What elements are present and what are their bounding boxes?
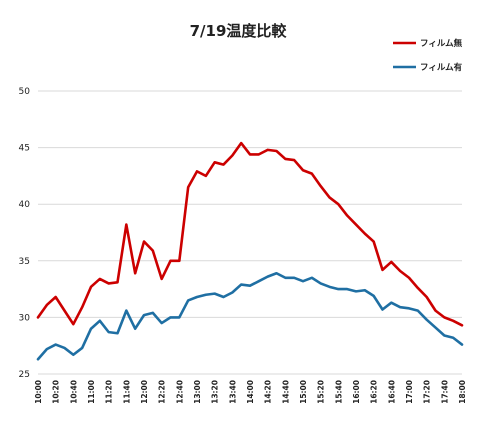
x-tick-label: 17:40	[440, 380, 449, 404]
x-tick-label: 11:20	[105, 380, 114, 404]
x-tick-label: 13:20	[211, 380, 220, 404]
series-line-1	[36, 271, 464, 361]
y-tick-label: 40	[19, 200, 31, 210]
y-axis-ticks: 25 30 35 40 45 50	[19, 87, 31, 380]
y-tick-label: 25	[19, 370, 30, 380]
series-lines	[36, 141, 464, 361]
x-tick-label: 16:20	[370, 380, 379, 404]
x-tick-label: 14:00	[246, 380, 255, 404]
y-tick-label: 45	[19, 144, 30, 154]
x-tick-label: 14:20	[264, 380, 273, 404]
x-tick-label: 12:00	[140, 380, 149, 404]
x-tick-label: 11:00	[87, 380, 96, 404]
x-tick-label: 10:00	[34, 380, 43, 404]
x-tick-label: 17:20	[423, 380, 432, 404]
grid-lines	[38, 90, 462, 375]
x-tick-label: 10:40	[69, 380, 78, 404]
y-tick-label: 35	[19, 257, 30, 267]
x-tick-label: 13:00	[193, 380, 202, 404]
x-tick-label: 12:20	[158, 380, 167, 404]
chart-title: 7/19温度比較	[190, 22, 288, 40]
x-tick-label: 12:40	[175, 380, 184, 404]
legend-label-0: フィルム無	[420, 38, 463, 49]
x-tick-label: 10:20	[52, 380, 61, 404]
x-tick-label: 11:40	[122, 380, 131, 404]
legend-label-1: フィルム有	[420, 62, 463, 73]
x-axis-ticks: 10:00 10:20 10:40 11:00 11:20 11:40 12:00 12:20…	[34, 380, 467, 404]
x-tick-label: 15:20	[317, 380, 326, 404]
x-tick-label: 15:00	[299, 380, 308, 404]
x-tick-label: 14:40	[281, 380, 290, 404]
y-tick-label: 50	[19, 87, 31, 97]
x-tick-label: 15:40	[334, 380, 343, 404]
x-tick-label: 18:00	[458, 380, 467, 404]
x-tick-label: 17:00	[405, 380, 414, 404]
x-tick-label: 13:40	[228, 380, 237, 404]
x-tick-label: 16:40	[387, 380, 396, 404]
y-tick-label: 30	[19, 313, 31, 323]
series-line-0	[36, 141, 464, 327]
x-tick-label: 16:00	[352, 380, 361, 404]
